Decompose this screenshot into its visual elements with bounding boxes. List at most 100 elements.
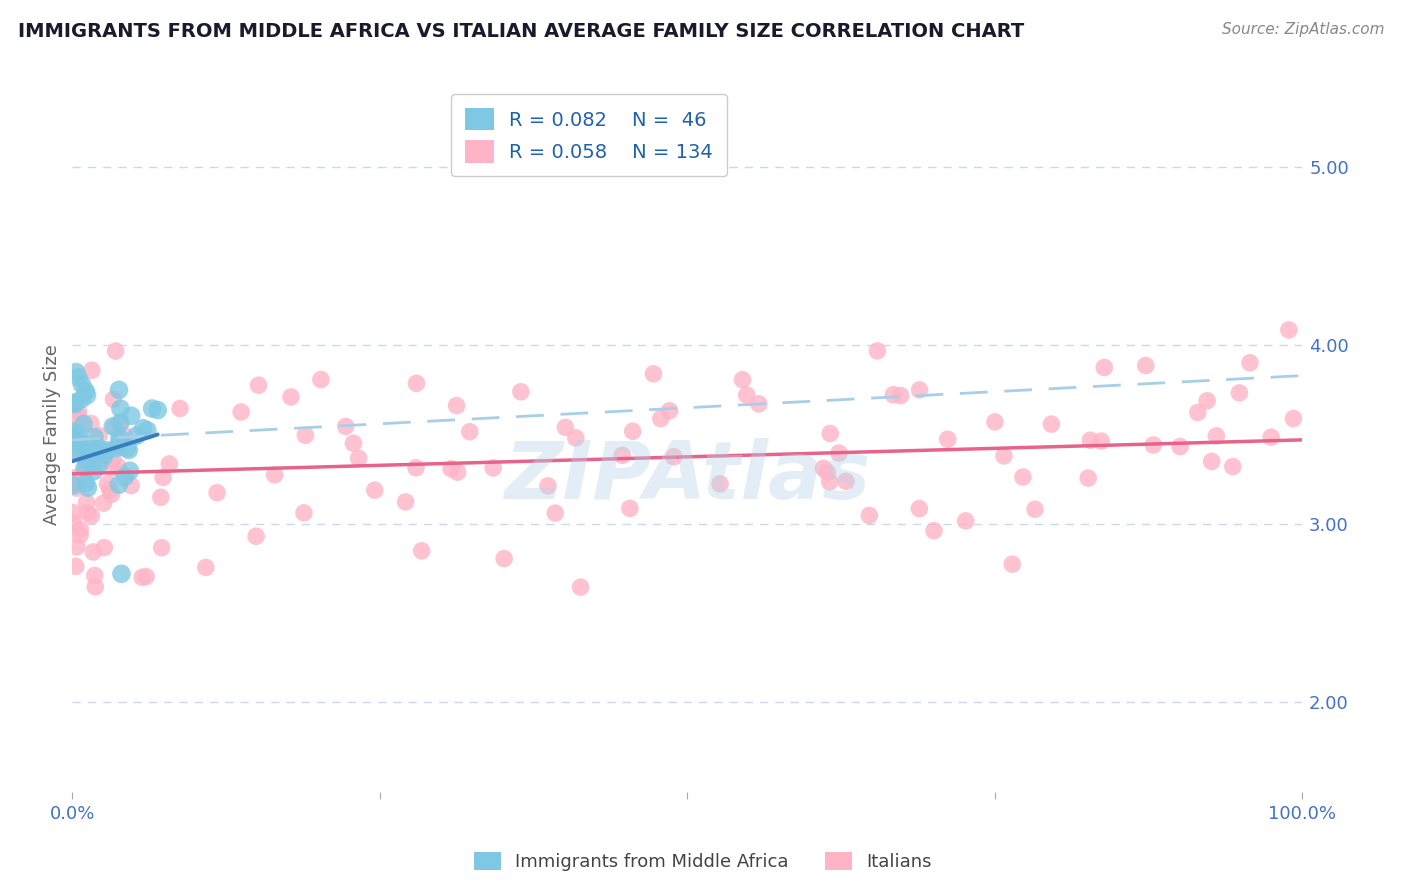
- Point: [63, 422, 86, 436]
- Point: [118, 442, 141, 457]
- Point: [544, 506, 567, 520]
- Point: [62, 446, 84, 460]
- Point: [80, 508, 103, 523]
- Point: [67, 434, 90, 448]
- Point: [1092, 360, 1115, 375]
- Point: [1260, 430, 1282, 444]
- Text: Source: ZipAtlas.com: Source: ZipAtlas.com: [1222, 22, 1385, 37]
- Point: [1222, 459, 1244, 474]
- Point: [84, 580, 107, 594]
- Point: [131, 570, 153, 584]
- Point: [1197, 393, 1219, 408]
- Point: [458, 425, 481, 439]
- Point: [835, 475, 858, 489]
- Point: [152, 470, 174, 484]
- Point: [509, 384, 531, 399]
- Point: [565, 431, 588, 445]
- Point: [103, 420, 125, 434]
- Point: [62, 478, 84, 492]
- Point: [1187, 405, 1209, 419]
- Point: [98, 483, 121, 497]
- Point: [75, 476, 97, 491]
- Point: [66, 474, 89, 488]
- Point: [882, 388, 904, 402]
- Point: [67, 409, 90, 424]
- Point: [554, 420, 576, 434]
- Point: [440, 462, 463, 476]
- Point: [1227, 385, 1250, 400]
- Point: [446, 465, 468, 479]
- Point: [866, 343, 889, 358]
- Point: [141, 401, 163, 416]
- Point: [263, 467, 285, 482]
- Point: [650, 411, 672, 425]
- Point: [108, 439, 131, 453]
- Point: [67, 427, 90, 442]
- Point: [125, 428, 148, 442]
- Point: [150, 541, 173, 555]
- Point: [65, 559, 87, 574]
- Point: [75, 447, 97, 461]
- Legend: R = 0.082    N =  46, R = 0.058    N = 134: R = 0.082 N = 46, R = 0.058 N = 134: [451, 95, 727, 176]
- Point: [748, 397, 770, 411]
- Point: [80, 417, 103, 431]
- Point: [62, 476, 84, 491]
- Point: [828, 446, 851, 460]
- Point: [76, 445, 98, 459]
- Point: [292, 506, 315, 520]
- Point: [73, 460, 96, 475]
- Point: [65, 426, 87, 441]
- Point: [612, 448, 634, 462]
- Point: [114, 469, 136, 483]
- Point: [157, 457, 180, 471]
- Point: [110, 416, 132, 430]
- Point: [67, 405, 90, 419]
- Point: [1142, 438, 1164, 452]
- Point: [93, 496, 115, 510]
- Point: [108, 434, 131, 448]
- Point: [815, 465, 838, 479]
- Point: [108, 431, 131, 445]
- Point: [77, 481, 100, 495]
- Point: [62, 506, 84, 520]
- Point: [62, 431, 84, 445]
- Point: [70, 392, 93, 406]
- Point: [494, 551, 516, 566]
- Point: [146, 403, 169, 417]
- Point: [80, 363, 103, 377]
- Point: [1278, 323, 1301, 337]
- Point: [83, 464, 105, 478]
- Point: [69, 523, 91, 537]
- Point: [1012, 470, 1035, 484]
- Point: [110, 566, 132, 581]
- Point: [955, 514, 977, 528]
- Point: [394, 495, 416, 509]
- Point: [342, 436, 364, 450]
- Point: [643, 367, 665, 381]
- Point: [66, 481, 89, 495]
- Point: [96, 477, 118, 491]
- Point: [62, 424, 84, 438]
- Point: [72, 466, 94, 480]
- Point: [658, 404, 681, 418]
- Point: [1201, 454, 1223, 468]
- Point: [76, 495, 98, 509]
- Point: [922, 524, 945, 538]
- Point: [662, 450, 685, 464]
- Point: [107, 459, 129, 474]
- Point: [104, 344, 127, 359]
- Point: [936, 432, 959, 446]
- Point: [87, 454, 110, 468]
- Point: [69, 528, 91, 542]
- Point: [1024, 502, 1046, 516]
- Point: [890, 388, 912, 402]
- Point: [120, 409, 142, 423]
- Point: [67, 370, 90, 384]
- Point: [731, 373, 754, 387]
- Point: [115, 441, 138, 455]
- Point: [149, 491, 172, 505]
- Point: [72, 417, 94, 431]
- Point: [112, 427, 135, 442]
- Point: [1205, 429, 1227, 443]
- Point: [108, 477, 131, 491]
